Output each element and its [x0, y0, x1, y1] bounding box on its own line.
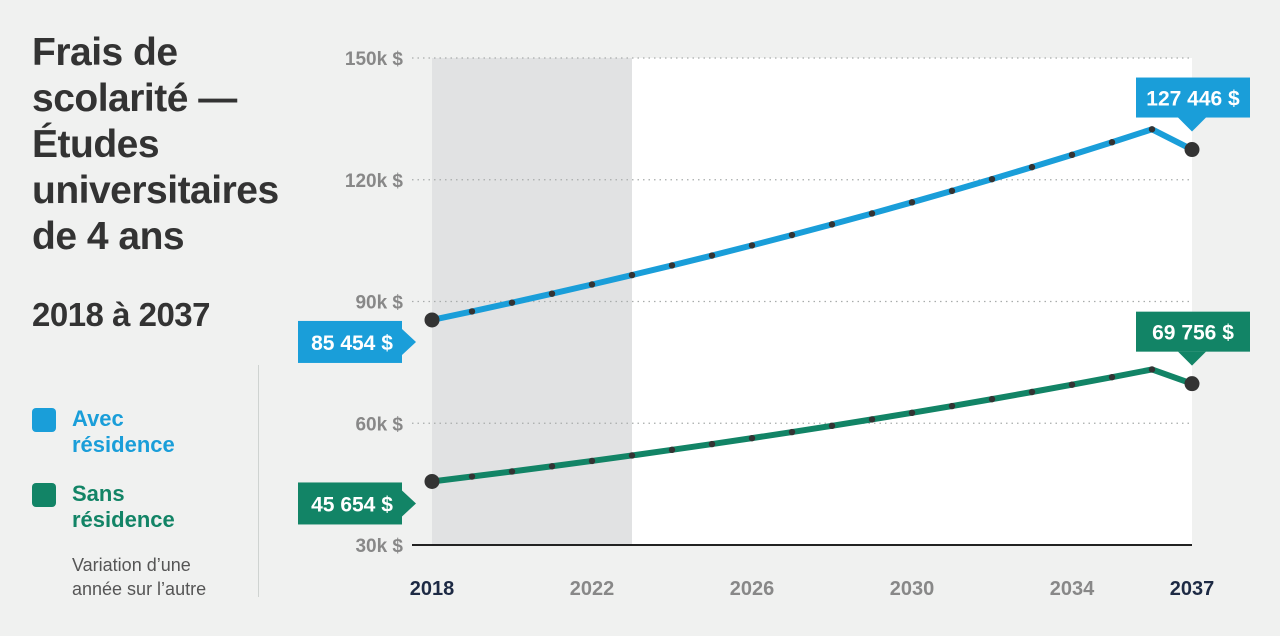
end-callout-pointer [1178, 117, 1206, 132]
series-point [668, 262, 676, 269]
series-point [628, 452, 636, 459]
series-endpoint [1184, 376, 1200, 392]
series-point [748, 242, 756, 249]
x-tick-label: 2030 [890, 578, 935, 600]
legend-label-without-residence: Sans résidence [72, 481, 175, 532]
series-point [1108, 139, 1116, 146]
legend-swatch-with-residence [32, 408, 56, 432]
series-point [908, 409, 916, 417]
series-endpoint [424, 473, 440, 489]
series-point [788, 231, 796, 239]
end-value-callout [1136, 77, 1250, 118]
series-point [1148, 366, 1156, 373]
x-tick-label: 2034 [1050, 578, 1095, 600]
y-tick-label: 120k $ [345, 171, 404, 192]
series-point [988, 395, 996, 403]
series-point [788, 428, 796, 436]
series-point [1108, 373, 1116, 381]
x-tick-label: 2018 [410, 578, 455, 600]
legend-label-with-residence: Avec résidence [72, 406, 175, 457]
series-line [429, 366, 1195, 485]
start-callout-pointer [402, 328, 416, 355]
series-point [828, 221, 836, 228]
start-value-label: 85 454 $ [311, 332, 393, 355]
series-point [868, 416, 876, 423]
legend-note: Variation d’une année sur l’autre [72, 555, 207, 599]
series-point [548, 463, 556, 470]
series-point [588, 281, 596, 288]
end-value-label: 69 756 $ [1152, 322, 1234, 345]
series-point [988, 175, 996, 183]
end-callout-pointer [1178, 351, 1206, 366]
x-tick-label: 2037 [1170, 578, 1215, 600]
series-point [508, 468, 516, 475]
series-point [1068, 381, 1076, 388]
series-point [868, 210, 876, 217]
series-point [468, 473, 476, 480]
legend-item-without-residence: Sans résidence [32, 481, 232, 533]
start-value-callout [298, 482, 402, 525]
x-tick-label: 2022 [570, 578, 615, 600]
y-tick-label: 150k $ [345, 49, 404, 70]
series-point [548, 290, 556, 297]
series-point [468, 308, 476, 315]
end-value-label: 127 446 $ [1146, 88, 1240, 111]
y-tick-label: 60k $ [355, 414, 403, 435]
start-value-callout [298, 320, 402, 363]
series-point [828, 422, 836, 430]
series-line [429, 126, 1195, 323]
series-point [748, 434, 756, 442]
series-point [1068, 151, 1076, 159]
series-endpoint [1184, 142, 1200, 158]
series-point [708, 252, 716, 259]
legend-item-with-residence: Avec résidence [32, 406, 232, 458]
start-value-label: 45 654 $ [311, 493, 393, 516]
series-point [708, 440, 716, 448]
start-callout-pointer [402, 490, 416, 517]
series-endpoint [424, 312, 440, 328]
series-point [588, 457, 596, 465]
series-point [1028, 163, 1036, 171]
series-point [948, 187, 956, 195]
series-point [508, 299, 516, 306]
series-point [668, 446, 676, 454]
y-tick-label: 30k $ [355, 536, 403, 557]
chart-title: Frais de scolarité — Études universitair… [32, 31, 279, 258]
series-point [628, 271, 636, 279]
legend-swatch-without-residence [32, 483, 56, 507]
series-point [1028, 388, 1036, 396]
series-point [948, 402, 956, 410]
shaded-region [432, 58, 632, 545]
end-value-callout [1136, 311, 1250, 352]
series-point [908, 199, 916, 206]
series-point [1148, 126, 1156, 133]
legend-divider [258, 365, 259, 597]
y-tick-label: 90k $ [355, 293, 403, 314]
x-tick-label: 2026 [730, 578, 775, 600]
chart-subtitle: 2018 à 2037 [32, 296, 211, 333]
